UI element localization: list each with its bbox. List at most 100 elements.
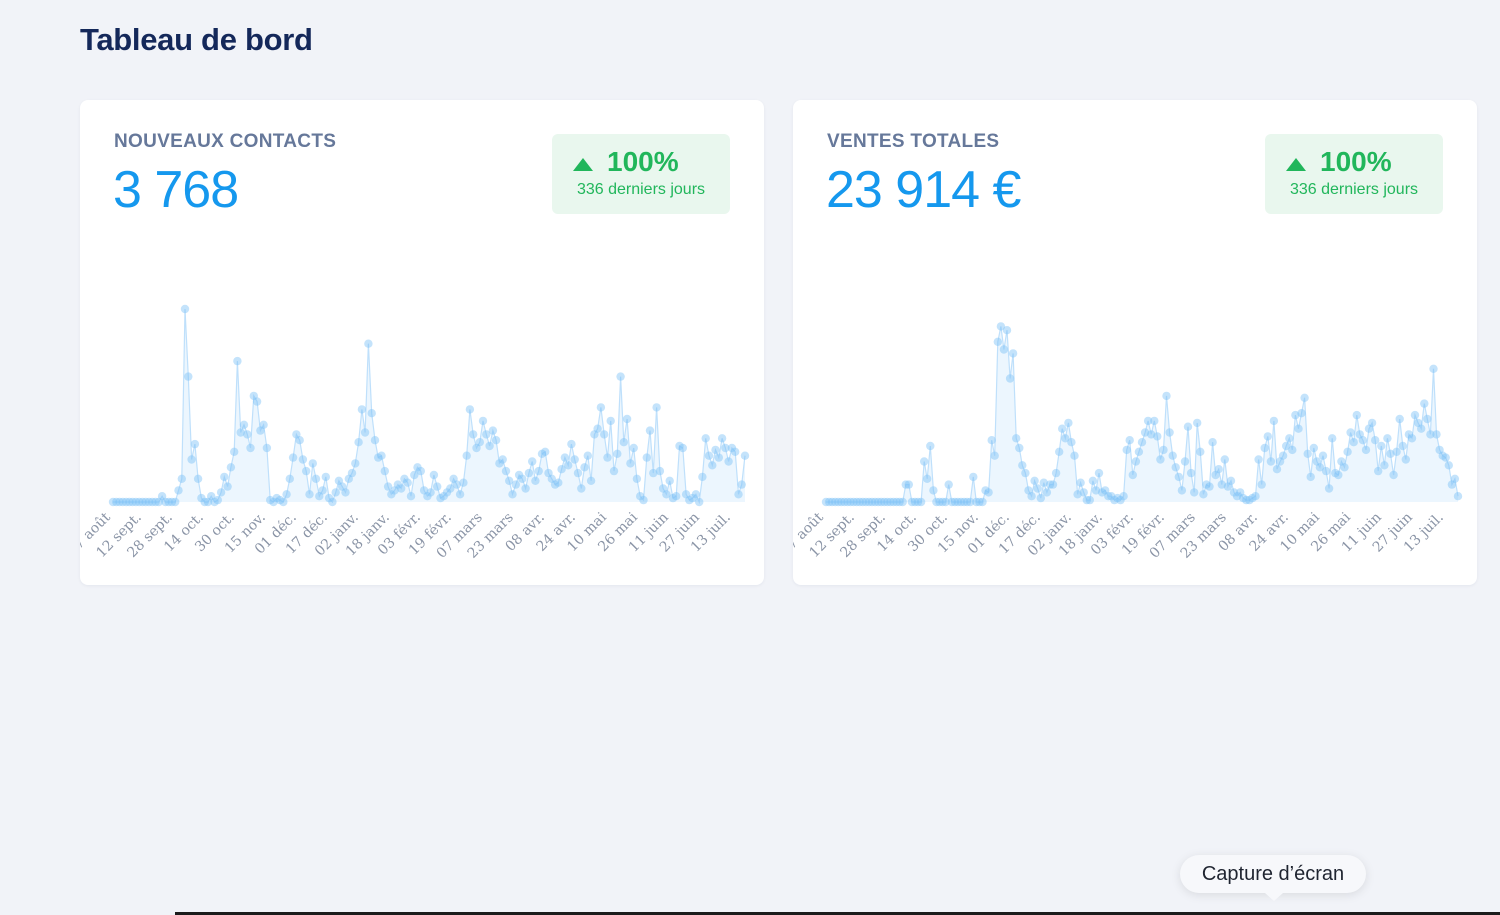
data-point[interactable] [731,447,740,456]
data-point[interactable] [459,478,468,487]
data-point[interactable] [324,493,334,503]
data-point[interactable] [161,497,170,507]
data-point[interactable] [406,492,416,501]
data-point[interactable] [416,466,425,476]
data-point[interactable] [1392,447,1401,456]
data-point[interactable] [308,459,317,468]
data-point[interactable] [573,468,583,478]
data-point[interactable] [737,480,746,489]
data-point[interactable] [1300,393,1309,402]
data-point[interactable] [328,497,337,507]
data-point[interactable] [1107,492,1116,501]
data-point[interactable] [1272,465,1282,474]
data-point[interactable] [223,482,232,491]
data-point[interactable] [112,497,121,507]
data-point[interactable] [824,497,834,507]
data-point[interactable] [423,492,432,501]
data-point[interactable] [433,482,442,491]
data-point[interactable] [870,497,880,507]
data-point[interactable] [135,497,144,507]
data-point[interactable] [1214,465,1223,474]
data-point[interactable] [541,447,550,456]
data-point[interactable] [652,403,661,412]
data-point[interactable] [916,497,926,507]
data-point[interactable] [1447,480,1457,489]
data-point[interactable] [544,468,553,478]
data-point[interactable] [993,337,1002,346]
data-point[interactable] [892,497,901,507]
data-point[interactable] [1285,434,1294,443]
data-point[interactable] [1055,447,1064,456]
data-point[interactable] [1018,461,1027,470]
data-point[interactable] [439,492,448,501]
data-point[interactable] [1309,443,1318,453]
data-point[interactable] [1015,443,1024,453]
data-point[interactable] [1266,457,1276,466]
data-point[interactable] [498,455,507,464]
data-point[interactable] [564,461,573,470]
data-point[interactable] [1039,478,1048,487]
data-point[interactable] [216,488,226,497]
data-point[interactable] [203,497,213,507]
data-point[interactable] [351,459,360,468]
data-point[interactable] [491,436,501,445]
data-point[interactable] [177,474,186,483]
data-point[interactable] [1153,432,1162,441]
data-point[interactable] [1355,430,1364,439]
data-point[interactable] [164,497,173,507]
data-point[interactable] [282,490,291,499]
data-point[interactable] [855,497,864,507]
data-point[interactable] [632,474,642,483]
data-point[interactable] [449,474,458,483]
data-point[interactable] [956,497,966,507]
data-point[interactable] [616,372,625,381]
data-point[interactable] [1420,399,1429,408]
data-point[interactable] [259,420,268,429]
data-point[interactable] [1334,470,1343,480]
data-point[interactable] [950,497,960,507]
data-point[interactable] [1150,416,1159,426]
data-point[interactable] [938,497,947,507]
data-point[interactable] [501,466,511,476]
data-point[interactable] [1088,476,1098,485]
data-point[interactable] [1220,455,1229,464]
data-point[interactable] [593,424,602,433]
data-point[interactable] [1291,410,1300,420]
data-point[interactable] [233,356,242,366]
data-point[interactable] [959,497,969,507]
data-point[interactable] [1067,438,1076,447]
data-point[interactable] [590,430,599,439]
data-point[interactable] [1257,480,1266,489]
data-point[interactable] [920,457,929,466]
data-point[interactable] [717,434,727,443]
data-point[interactable] [193,474,203,483]
data-point[interactable] [1168,451,1177,460]
data-point[interactable] [488,426,498,435]
data-point[interactable] [560,453,570,462]
data-point[interactable] [913,497,923,507]
data-point[interactable] [622,414,632,424]
data-point[interactable] [577,484,586,493]
data-point[interactable] [528,457,537,466]
data-point[interactable] [606,416,615,426]
data-point[interactable] [944,480,953,489]
data-point[interactable] [413,463,422,472]
data-point[interactable] [1358,436,1368,445]
data-point[interactable] [580,463,589,472]
data-point[interactable] [953,497,963,507]
data-point[interactable] [472,443,481,453]
data-point[interactable] [357,405,367,414]
data-point[interactable] [1079,488,1088,497]
data-point[interactable] [867,497,877,507]
data-point[interactable] [125,497,134,507]
data-point[interactable] [236,428,245,437]
data-point[interactable] [1361,445,1371,455]
data-point[interactable] [972,497,981,507]
data-point[interactable] [1441,453,1450,462]
data-point[interactable] [426,488,435,497]
data-point[interactable] [1128,470,1137,480]
data-point[interactable] [1159,445,1168,455]
data-point[interactable] [583,451,592,460]
data-point[interactable] [318,486,327,495]
